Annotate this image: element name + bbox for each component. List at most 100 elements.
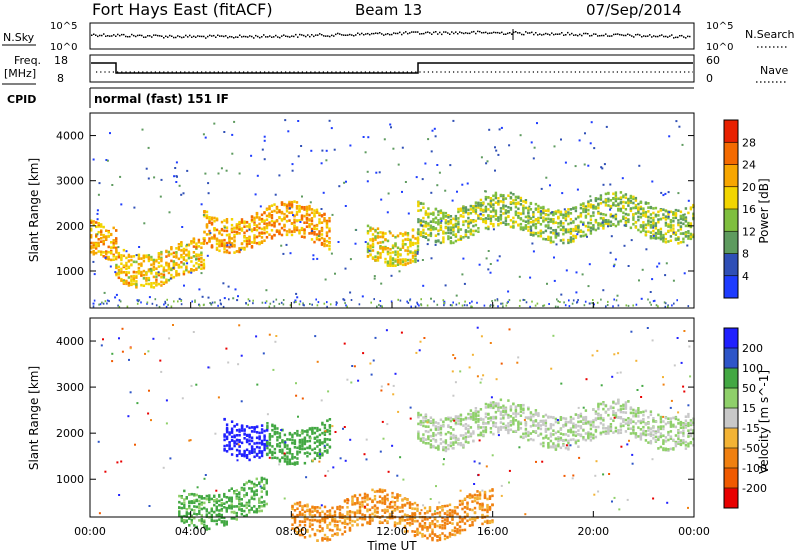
power-noise-cell: [478, 263, 481, 266]
velocity-cell: [672, 425, 675, 428]
velocity-cell: [281, 440, 284, 444]
velocity-cell: [522, 404, 525, 407]
velocity-cell: [230, 447, 234, 451]
power-ground-cell: [501, 302, 504, 305]
velocity-cell: [434, 440, 438, 443]
power-cell: [594, 228, 598, 232]
velocity-cell: [562, 442, 565, 446]
nsky-point: [351, 34, 353, 36]
power-noise-cell: [486, 160, 489, 163]
power-cell: [260, 236, 264, 239]
power-cell: [192, 237, 196, 240]
power-ground-cell: [165, 305, 168, 308]
velocity-cell: [482, 430, 485, 433]
power-noise-cell: [489, 204, 492, 207]
power-cell: [213, 219, 216, 223]
velocity-cell: [243, 514, 246, 518]
nsky-point: [497, 31, 499, 34]
velocity-cell: [220, 516, 223, 519]
power-cell: [404, 259, 407, 262]
velocity-cell: [582, 421, 585, 425]
power-ground-cell: [350, 299, 353, 301]
velocity-cell: [213, 499, 216, 502]
velocity-cell: [195, 499, 198, 502]
velocity-cell: [223, 434, 226, 437]
power-cell: [614, 224, 618, 228]
velocity-cell: [692, 421, 695, 424]
velocity-cell: [514, 406, 518, 409]
nsky-point: [389, 33, 391, 36]
power-cell: [318, 221, 321, 225]
nsky-point: [299, 33, 301, 36]
power-cell: [484, 207, 488, 210]
power-ground-cell: [442, 299, 445, 302]
power-cell: [172, 262, 176, 265]
power-noise-cell: [415, 176, 418, 179]
power-noise-cell: [237, 295, 239, 298]
velocity-cell: [286, 457, 289, 461]
power-noise-cell: [518, 275, 521, 278]
velocity-cell: [260, 486, 263, 490]
velocity-cell: [230, 505, 233, 508]
velocity-cell: [205, 513, 208, 516]
velocity-cell: [422, 424, 425, 428]
velocity-cell: [632, 414, 635, 418]
velocity-cell: [449, 426, 453, 429]
power-cell: [298, 205, 301, 208]
power-cell: [127, 255, 131, 258]
power-cell: [657, 218, 660, 221]
power-cell: [155, 283, 158, 286]
power-cell: [107, 231, 110, 234]
nsky-point: [531, 31, 533, 34]
power-ground-cell: [605, 305, 607, 308]
power-cell: [293, 224, 296, 227]
power-cell: [105, 252, 108, 256]
velocity-cell: [271, 453, 274, 456]
nsky-point: [281, 35, 283, 37]
nsky-point: [427, 31, 429, 33]
power-cell: [100, 225, 103, 228]
velocity-cell: [462, 424, 465, 427]
velocity-cell: [266, 452, 269, 456]
power-cell: [459, 235, 463, 238]
power-noise-cell: [178, 184, 181, 187]
velocity-cell: [311, 432, 314, 435]
power-cell: [569, 208, 573, 211]
velocity-cell: [303, 452, 307, 455]
nsky-point: [633, 36, 635, 38]
power-cell: [305, 207, 309, 211]
power-cell: [597, 212, 600, 215]
nsky-point: [473, 30, 475, 33]
velocity-cell: [316, 426, 319, 430]
power-cell: [439, 217, 443, 220]
power-cell: [295, 205, 299, 208]
velocity-cell: [447, 431, 450, 434]
power-noise-cell: [92, 158, 95, 161]
power-cell: [298, 229, 301, 232]
velocity-cell: [265, 478, 268, 482]
nsky-point: [457, 33, 459, 35]
power-noise-cell: [231, 133, 234, 136]
power-cell: [125, 267, 128, 270]
velocity-cell: [427, 442, 430, 445]
power-cell: [559, 210, 563, 214]
velocity-cell: [509, 428, 513, 432]
velocity-cell: [432, 437, 435, 441]
power-cell: [100, 237, 103, 240]
velocity-cell: [459, 442, 463, 445]
power-cell: [522, 212, 525, 215]
velocity-cell: [597, 417, 600, 420]
power-cell: [290, 200, 294, 204]
power-noise-cell: [309, 201, 312, 204]
power-cell: [589, 221, 593, 225]
velocity-cell: [469, 413, 473, 416]
power-ground-cell: [420, 298, 422, 301]
velocity-cell: [662, 448, 665, 452]
power-cell: [140, 272, 143, 275]
power-ground-cell: [655, 304, 658, 307]
velocity-cell: [559, 436, 563, 440]
power-cell: [248, 242, 251, 245]
power-cell: [391, 246, 395, 250]
power-cell: [689, 235, 693, 239]
velocity-cell: [579, 412, 583, 416]
